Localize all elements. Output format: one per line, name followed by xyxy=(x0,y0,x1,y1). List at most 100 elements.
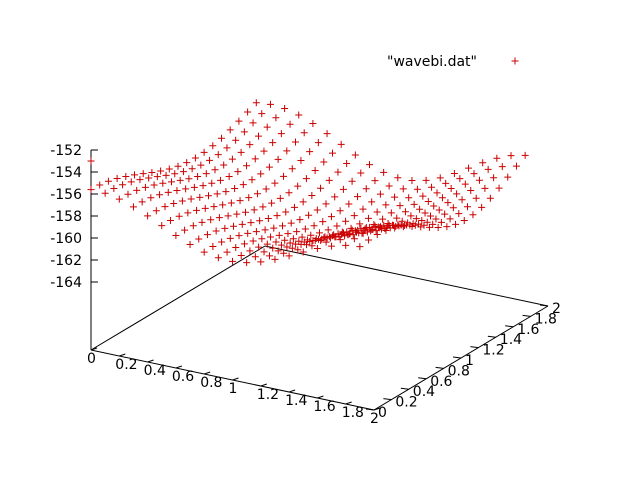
y-tick-mark xyxy=(400,387,409,390)
data-point xyxy=(136,176,144,184)
data-point xyxy=(263,123,271,131)
data-point xyxy=(434,223,442,231)
data-point xyxy=(373,231,381,239)
data-point xyxy=(422,176,430,184)
data-point xyxy=(441,210,449,218)
y-axis-ticks: 0 0.20.40.60.81 1.21.41.61.82 xyxy=(365,301,561,421)
data-point xyxy=(298,233,306,241)
y-tick-mark xyxy=(365,408,375,411)
data-point xyxy=(354,193,362,201)
data-point xyxy=(490,174,498,182)
y-tick-label: 1.8 xyxy=(535,311,557,327)
data-point xyxy=(219,201,227,209)
data-point xyxy=(271,179,279,187)
data-point xyxy=(264,215,272,223)
data-point xyxy=(179,168,187,176)
data-point xyxy=(267,233,275,241)
data-point xyxy=(288,244,296,252)
data-point xyxy=(313,245,321,253)
data-point xyxy=(391,224,399,232)
data-point xyxy=(469,211,477,219)
y-tick-label: 2 xyxy=(552,301,561,317)
data-point xyxy=(289,235,297,243)
data-point xyxy=(256,217,264,225)
data-point xyxy=(294,182,302,190)
data-point xyxy=(122,172,130,180)
data-point xyxy=(377,223,384,231)
data-point xyxy=(368,225,376,233)
data-point xyxy=(373,208,381,216)
data-point xyxy=(194,172,202,180)
data-point xyxy=(178,197,186,205)
data-point xyxy=(255,243,263,251)
data-point xyxy=(292,138,299,146)
data-point xyxy=(260,248,268,256)
y-tick-mark xyxy=(522,314,531,317)
data-point xyxy=(266,100,274,108)
x-tick-mark xyxy=(345,401,352,405)
data-point xyxy=(458,196,466,204)
data-point xyxy=(223,144,231,152)
data-point xyxy=(498,163,506,171)
data-point xyxy=(368,198,376,206)
data-point xyxy=(283,147,291,155)
data-point xyxy=(246,247,254,255)
data-point xyxy=(356,220,364,228)
data-point xyxy=(288,165,296,173)
data-point xyxy=(297,156,305,164)
data-point xyxy=(410,200,418,208)
data-point xyxy=(347,224,355,232)
x-tick-label: 0.4 xyxy=(144,363,166,379)
data-point xyxy=(226,234,234,242)
x-tick-mark xyxy=(373,407,381,411)
data-point xyxy=(357,169,365,177)
data-point xyxy=(245,194,253,202)
data-point xyxy=(188,165,196,173)
data-point xyxy=(296,216,304,224)
data-point xyxy=(427,212,434,220)
data-point xyxy=(164,188,172,196)
x-tick-label: 1.8 xyxy=(342,405,364,421)
data-point xyxy=(173,186,181,194)
x-tick-mark xyxy=(317,395,324,399)
data-point xyxy=(336,207,344,215)
data-point xyxy=(257,258,265,266)
y-tick-label: 0.8 xyxy=(448,363,470,379)
data-point xyxy=(206,156,214,164)
data-point xyxy=(393,214,401,222)
data-point xyxy=(244,229,252,237)
data-points xyxy=(87,99,529,267)
data-point xyxy=(436,174,444,182)
data-point xyxy=(345,230,353,238)
data-point xyxy=(424,198,432,206)
data-point xyxy=(350,235,358,243)
data-point xyxy=(233,210,241,218)
x-tick-mark xyxy=(147,359,154,363)
data-point xyxy=(350,212,358,220)
data-point xyxy=(311,167,319,175)
data-point xyxy=(428,183,436,191)
data-point xyxy=(252,228,260,236)
legend-label: "wavebi.dat" xyxy=(387,54,477,70)
data-point xyxy=(446,215,454,223)
y-tick-mark xyxy=(452,356,462,359)
data-point xyxy=(265,163,273,171)
data-point xyxy=(438,194,446,202)
data-point xyxy=(285,189,293,197)
data-point xyxy=(113,175,121,183)
data-point xyxy=(115,195,123,203)
data-point xyxy=(504,173,512,181)
data-point xyxy=(472,194,480,202)
data-point xyxy=(260,147,268,155)
data-point xyxy=(96,181,104,189)
data-point xyxy=(183,159,191,167)
data-point xyxy=(479,159,487,167)
data-point xyxy=(253,190,261,198)
data-point xyxy=(189,222,197,230)
x-tick-label: 0.2 xyxy=(115,357,137,373)
data-point xyxy=(249,237,257,245)
data-point xyxy=(276,194,284,202)
data-point xyxy=(429,220,437,228)
data-point xyxy=(279,222,286,230)
